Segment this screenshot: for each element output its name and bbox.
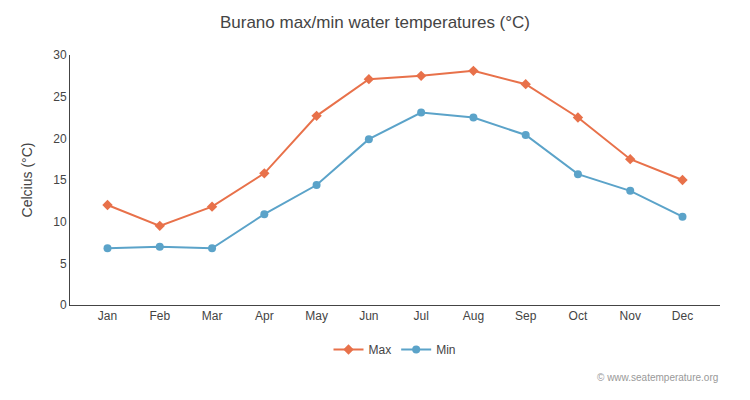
svg-text:Jul: Jul — [413, 309, 428, 323]
svg-text:Jan: Jan — [98, 309, 117, 323]
svg-text:15: 15 — [53, 173, 67, 187]
svg-text:20: 20 — [53, 132, 67, 146]
svg-text:Oct: Oct — [569, 309, 588, 323]
svg-text:Nov: Nov — [620, 309, 641, 323]
svg-text:Dec: Dec — [672, 309, 693, 323]
svg-text:Feb: Feb — [149, 309, 170, 323]
svg-text:Jun: Jun — [359, 309, 378, 323]
svg-text:Burano max/min water temperatu: Burano max/min water temperatures (°C) — [220, 13, 530, 32]
svg-text:Celcius (°C): Celcius (°C) — [19, 143, 35, 218]
svg-text:Mar: Mar — [202, 309, 223, 323]
svg-text:25: 25 — [53, 90, 67, 104]
svg-text:Apr: Apr — [255, 309, 274, 323]
svg-text:Min: Min — [436, 343, 455, 357]
svg-text:Sep: Sep — [515, 309, 537, 323]
svg-text:May: May — [305, 309, 328, 323]
svg-text:10: 10 — [53, 215, 67, 229]
svg-text:5: 5 — [60, 257, 67, 271]
svg-text:0: 0 — [60, 298, 67, 312]
svg-text:© www.seatemperature.org: © www.seatemperature.org — [597, 372, 718, 383]
svg-text:30: 30 — [53, 48, 67, 62]
svg-text:Aug: Aug — [463, 309, 484, 323]
svg-text:Max: Max — [369, 343, 392, 357]
